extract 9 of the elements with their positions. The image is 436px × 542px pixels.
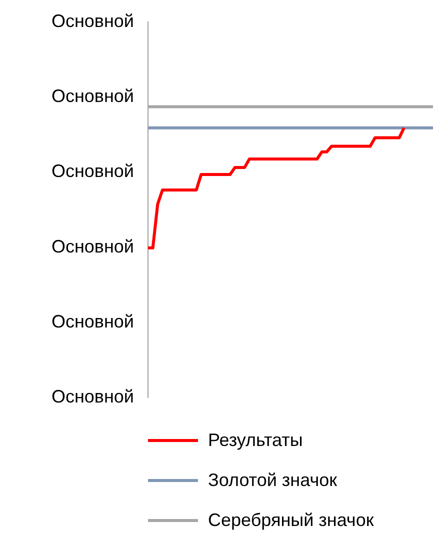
- text: Основной: [51, 236, 134, 256]
- text: Основной: [51, 161, 134, 182]
- legend-label: Серебряный значок: [208, 510, 374, 530]
- text: Основной: [51, 10, 134, 31]
- legend-label: Золотой значок: [208, 470, 337, 490]
- text: Основной: [51, 86, 134, 106]
- text: Основной: [51, 311, 134, 332]
- legend-label: Результаты: [208, 430, 303, 450]
- text: Основной: [51, 386, 134, 407]
